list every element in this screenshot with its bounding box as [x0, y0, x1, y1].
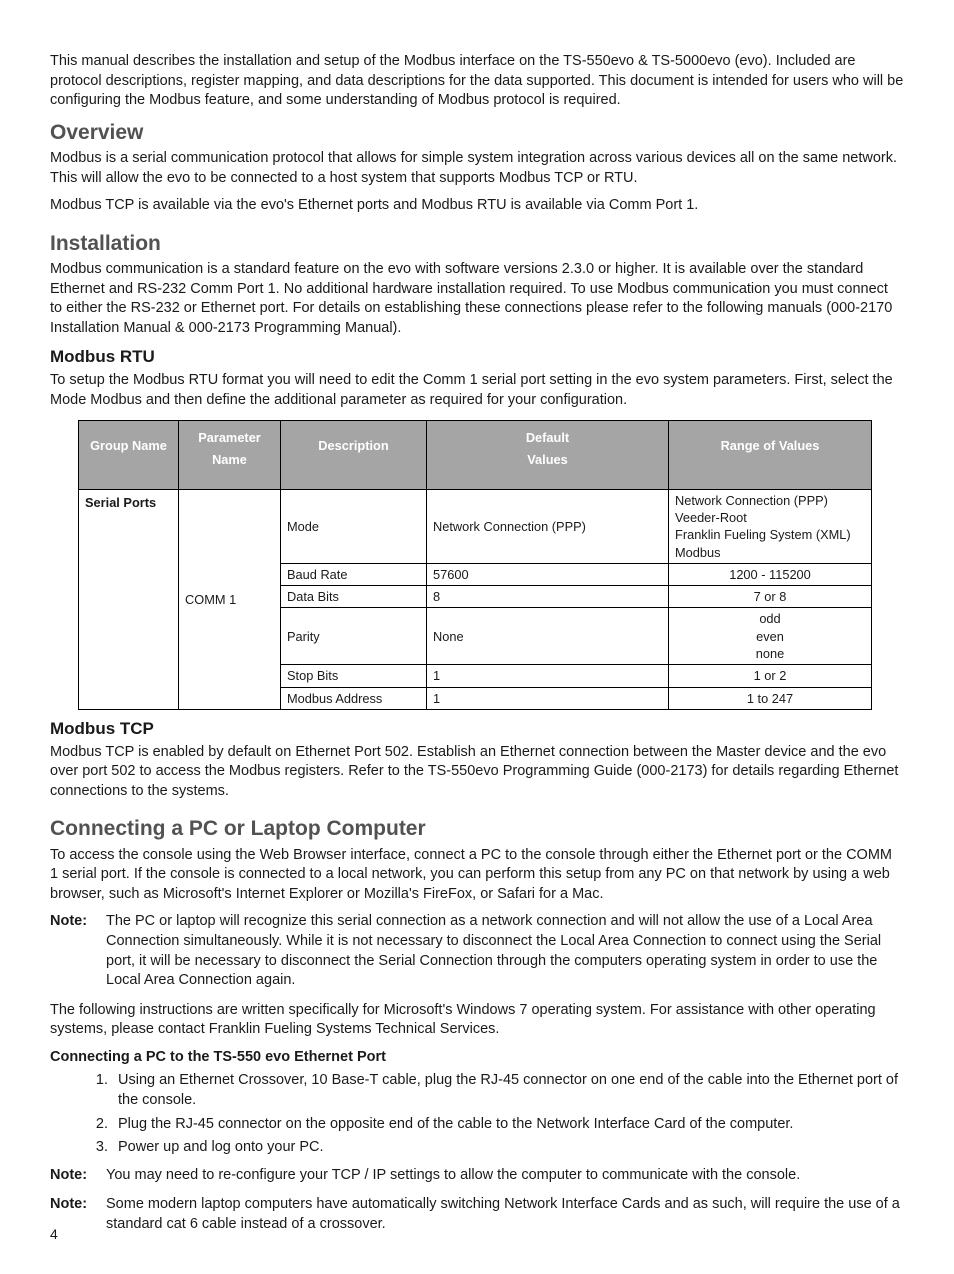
- range-line: Franklin Fueling System (XML): [675, 527, 851, 542]
- note-label: Note:: [50, 1166, 106, 1186]
- note-label: Note:: [50, 912, 106, 990]
- note-body: The PC or laptop will recognize this ser…: [106, 912, 904, 990]
- note-label: Note:: [50, 1195, 106, 1234]
- steps-list: Using an Ethernet Crossover, 10 Base-T c…: [112, 1071, 904, 1157]
- td-stopbits-default: 1: [427, 665, 669, 687]
- step-3: Power up and log onto your PC.: [112, 1138, 904, 1158]
- note-1: Note: The PC or laptop will recognize th…: [50, 912, 904, 990]
- intro-paragraph: This manual describes the installation a…: [50, 52, 904, 111]
- range-line: none: [756, 646, 784, 661]
- heading-modbus-rtu: Modbus RTU: [50, 346, 904, 369]
- heading-overview: Overview: [50, 119, 904, 147]
- td-stopbits-desc: Stop Bits: [281, 665, 427, 687]
- th-description: Description: [281, 421, 427, 490]
- th-line1: Parameter: [198, 430, 261, 445]
- sub-heading-ethernet: Connecting a PC to the TS-550 evo Ethern…: [50, 1048, 904, 1068]
- note-3: Note: Some modern laptop computers have …: [50, 1195, 904, 1234]
- td-stopbits-range: 1 or 2: [669, 665, 872, 687]
- rtu-p1: To setup the Modbus RTU format you will …: [50, 371, 904, 410]
- note-2: Note: You may need to re-configure your …: [50, 1166, 904, 1186]
- th-group-name: Group Name: [79, 421, 179, 490]
- td-databits-desc: Data Bits: [281, 586, 427, 608]
- range-line: Veeder-Root: [675, 510, 747, 525]
- td-param-comm1: COMM 1: [179, 489, 281, 709]
- note-body: You may need to re-configure your TCP / …: [106, 1166, 904, 1186]
- heading-connecting: Connecting a PC or Laptop Computer: [50, 815, 904, 843]
- td-databits-range: 7 or 8: [669, 586, 872, 608]
- tcp-p1: Modbus TCP is enabled by default on Ethe…: [50, 743, 904, 802]
- td-baud-desc: Baud Rate: [281, 563, 427, 585]
- th-parameter-name: Parameter Name: [179, 421, 281, 490]
- td-parity-default: None: [427, 608, 669, 665]
- th-line2: Values: [527, 452, 568, 467]
- td-databits-default: 8: [427, 586, 669, 608]
- th-line1: Default: [526, 430, 569, 445]
- heading-modbus-tcp: Modbus TCP: [50, 718, 904, 741]
- range-line: even: [756, 629, 784, 644]
- td-modbusaddr-desc: Modbus Address: [281, 687, 427, 709]
- heading-installation: Installation: [50, 230, 904, 258]
- range-line: odd: [759, 611, 780, 626]
- td-baud-range: 1200 - 115200: [669, 563, 872, 585]
- connecting-p2: The following instructions are written s…: [50, 1001, 904, 1040]
- th-default-values: Default Values: [427, 421, 669, 490]
- td-mode-desc: Mode: [281, 489, 427, 563]
- td-group-serial-ports: Serial Ports: [79, 489, 179, 709]
- th-line2: Name: [212, 452, 247, 467]
- overview-p1: Modbus is a serial communication protoco…: [50, 149, 904, 188]
- note-body: Some modern laptop computers have automa…: [106, 1195, 904, 1234]
- td-modbusaddr-range: 1 to 247: [669, 687, 872, 709]
- connecting-p1: To access the console using the Web Brow…: [50, 846, 904, 905]
- td-baud-default: 57600: [427, 563, 669, 585]
- td-mode-range: Network Connection (PPP) Veeder-Root Fra…: [669, 489, 872, 563]
- td-modbusaddr-default: 1: [427, 687, 669, 709]
- range-line: Network Connection (PPP): [675, 493, 828, 508]
- step-1: Using an Ethernet Crossover, 10 Base-T c…: [112, 1071, 904, 1110]
- td-parity-desc: Parity: [281, 608, 427, 665]
- range-line: Modbus: [675, 545, 721, 560]
- parameters-table: Group Name Parameter Name Description De…: [78, 420, 872, 709]
- step-2: Plug the RJ-45 connector on the opposite…: [112, 1115, 904, 1135]
- th-range-of-values: Range of Values: [669, 421, 872, 490]
- installation-p1: Modbus communication is a standard featu…: [50, 260, 904, 338]
- overview-p2: Modbus TCP is available via the evo's Et…: [50, 196, 904, 216]
- td-parity-range: odd even none: [669, 608, 872, 665]
- td-mode-default: Network Connection (PPP): [427, 489, 669, 563]
